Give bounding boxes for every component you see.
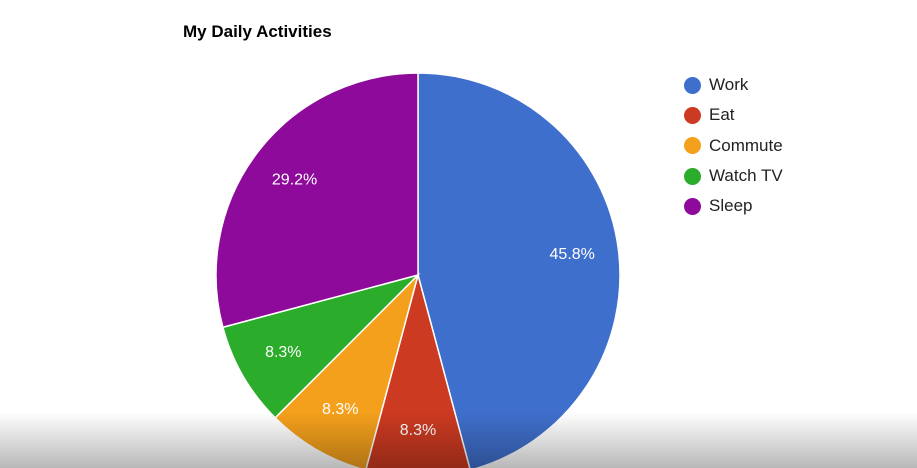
slice-label-sleep: 29.2% xyxy=(272,172,317,189)
legend-item-sleep: Sleep xyxy=(684,191,783,221)
legend-label: Work xyxy=(709,75,749,95)
pie-slice-sleep xyxy=(215,72,419,329)
slice-label-work: 45.8% xyxy=(550,246,595,263)
legend-label: Eat xyxy=(709,105,735,125)
legend-label: Watch TV xyxy=(709,166,783,186)
legend-item-eat: Eat xyxy=(684,100,783,130)
legend-swatch xyxy=(684,76,701,94)
pie-slice-work xyxy=(417,72,621,468)
legend-label: Sleep xyxy=(709,196,753,216)
pie-slice-commute xyxy=(274,272,420,468)
pie-slice-watch-tv xyxy=(221,273,421,419)
legend: Work Eat Commute Watch TV Sleep xyxy=(684,70,783,221)
legend-swatch xyxy=(684,197,701,215)
legend-swatch xyxy=(684,167,701,185)
pie-slice-eat xyxy=(365,272,471,468)
legend-label: Commute xyxy=(709,135,783,155)
legend-swatch xyxy=(684,137,701,155)
slice-label-eat: 8.3% xyxy=(400,422,436,439)
legend-item-commute: Commute xyxy=(684,131,783,161)
legend-item-watch-tv: Watch TV xyxy=(684,161,783,191)
legend-item-work: Work xyxy=(684,70,783,100)
slice-label-commute: 8.3% xyxy=(322,401,358,418)
chart-title: My Daily Activities xyxy=(183,22,332,41)
legend-swatch xyxy=(684,106,701,124)
slice-label-watch-tv: 8.3% xyxy=(265,344,301,361)
